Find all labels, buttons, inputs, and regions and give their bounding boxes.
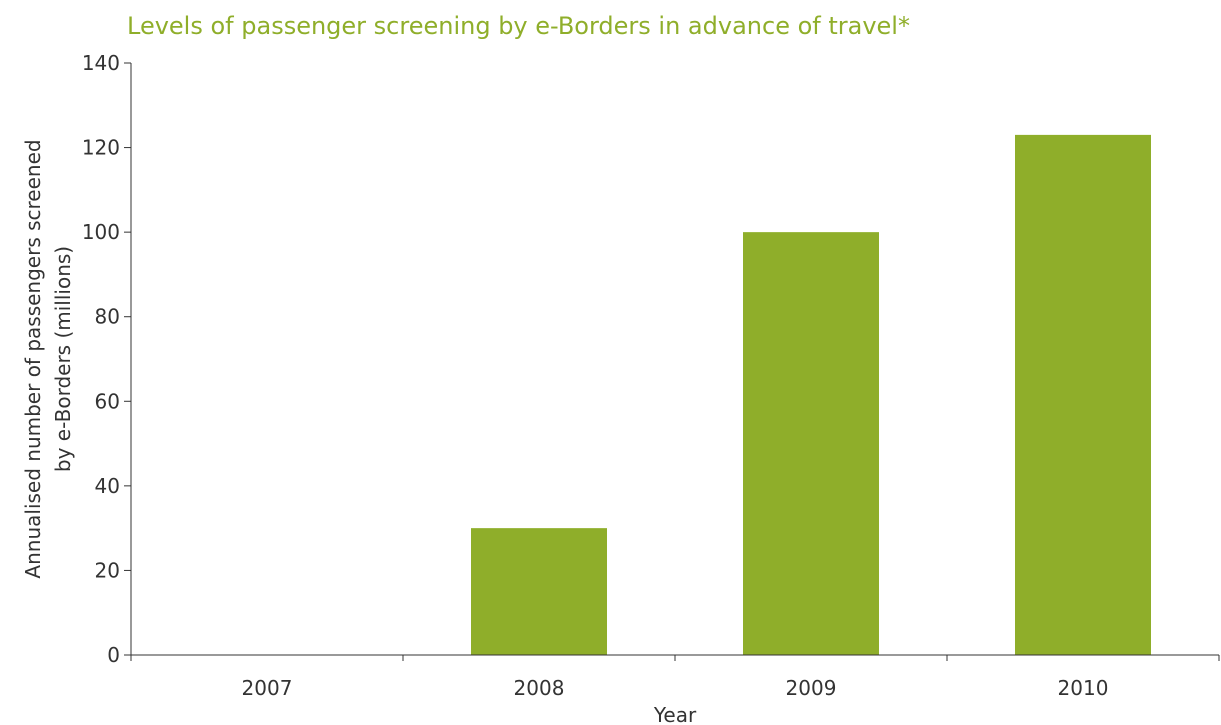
y-tick-label: 100 bbox=[82, 220, 120, 244]
x-axis: 2007 2008 2009 2010 bbox=[130, 654, 1220, 700]
y-tick-label: 60 bbox=[95, 389, 120, 413]
x-tick-label: 2009 bbox=[786, 676, 837, 700]
y-tick-label: 20 bbox=[95, 558, 120, 582]
y-tick-label: 80 bbox=[95, 305, 120, 329]
y-axis-label: Annualised number of passengers screened… bbox=[21, 139, 75, 578]
bars bbox=[471, 134, 1151, 655]
x-axis-label: Year bbox=[653, 703, 697, 725]
bar-2008 bbox=[471, 528, 607, 655]
y-tick-label: 40 bbox=[95, 474, 120, 498]
bar-2010 bbox=[1015, 134, 1151, 655]
x-tick-label: 2007 bbox=[242, 676, 293, 700]
x-tick-label: 2008 bbox=[514, 676, 565, 700]
y-axis-label-line-2: by e-Borders (millions) bbox=[51, 246, 75, 472]
chart-title: Levels of passenger screening by e-Borde… bbox=[127, 12, 910, 40]
x-tick-label: 2010 bbox=[1058, 676, 1109, 700]
y-tick-label: 0 bbox=[107, 643, 120, 667]
y-tick-label: 120 bbox=[82, 136, 120, 160]
y-axis-label-line-1: Annualised number of passengers screened bbox=[21, 139, 45, 578]
y-tick-label: 140 bbox=[82, 51, 120, 75]
bar-2009 bbox=[743, 232, 879, 655]
y-axis: 0 20 40 60 80 100 120 140 bbox=[82, 51, 132, 667]
